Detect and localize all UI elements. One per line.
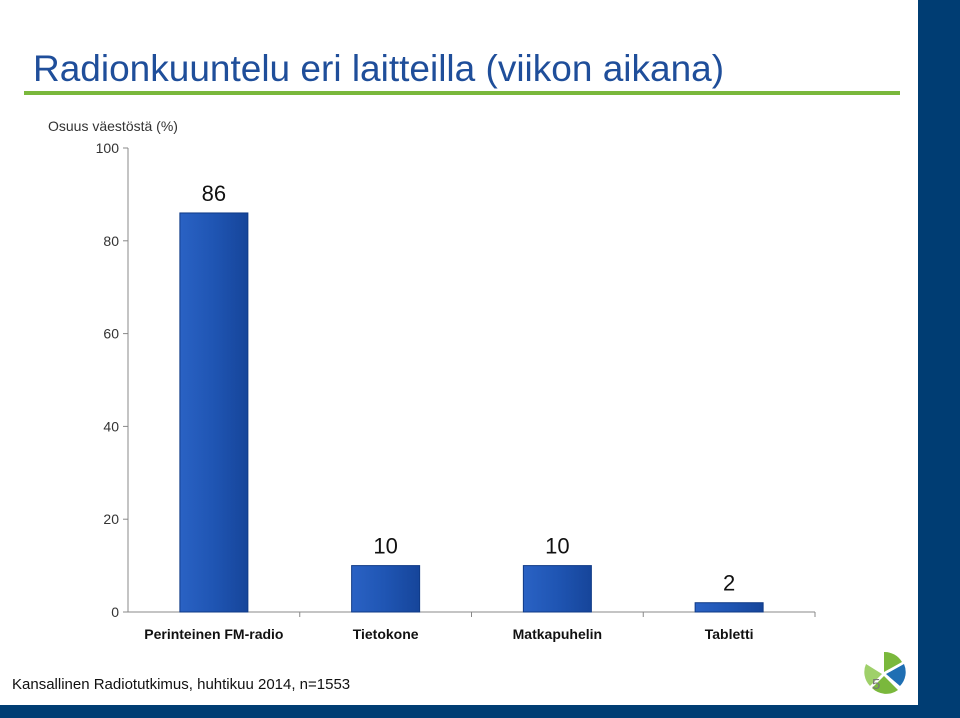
x-tick-label: Tietokone bbox=[353, 626, 419, 642]
right-decor-band bbox=[918, 0, 960, 718]
y-tick-label: 60 bbox=[103, 326, 119, 342]
title-underline bbox=[24, 91, 900, 95]
logo-icon bbox=[864, 651, 906, 694]
bar bbox=[351, 565, 421, 613]
x-tick-label: Tabletti bbox=[705, 626, 754, 642]
bar bbox=[694, 602, 764, 613]
y-tick-label: 80 bbox=[103, 233, 119, 249]
x-tick-label: Perinteinen FM-radio bbox=[144, 626, 283, 642]
y-tick-label: 40 bbox=[103, 418, 119, 434]
source-note: Kansallinen Radiotutkimus, huhtikuu 2014… bbox=[12, 676, 351, 693]
page-number: 5 bbox=[872, 676, 881, 693]
y-tick-label: 0 bbox=[111, 604, 119, 620]
bottom-decor-band bbox=[0, 705, 960, 718]
bar bbox=[522, 565, 592, 613]
slide-title: Radionkuuntelu eri laitteilla (viikon ai… bbox=[33, 48, 725, 89]
data-label: 2 bbox=[723, 571, 735, 596]
data-label: 10 bbox=[545, 534, 569, 559]
bar-chart: 0 20 40 60 80 100 86 Perinteinen FM-radio 10 Tiet… bbox=[96, 140, 816, 642]
data-label: 86 bbox=[202, 181, 226, 206]
y-tick-label: 100 bbox=[96, 140, 120, 156]
y-axis-caption: Osuus väestöstä (%) bbox=[48, 118, 178, 134]
bar bbox=[179, 212, 249, 613]
x-tick-label: Matkapuhelin bbox=[513, 626, 602, 642]
data-label: 10 bbox=[373, 534, 397, 559]
y-tick-label: 20 bbox=[103, 511, 119, 527]
